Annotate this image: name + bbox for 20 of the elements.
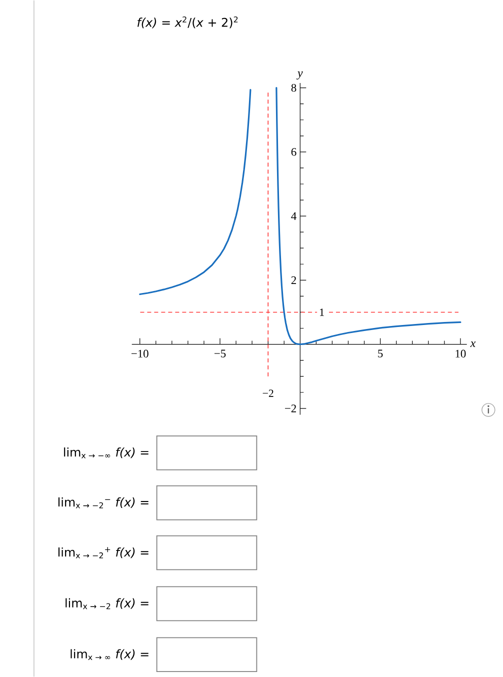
ref-line-label: −2 <box>262 390 274 397</box>
y-tick-label: 6 <box>291 148 296 156</box>
chart-title: f(x) = x$^{2}$/(x + 2)$^{2}$ <box>137 16 238 28</box>
x-axis-title: x <box>470 342 476 348</box>
y-tick-label: 4 <box>290 212 296 220</box>
line-series <box>138 88 252 296</box>
text: lim$_{x → −2}$ f(x) = <box>65 598 148 610</box>
ref-line-label: 1 <box>320 308 324 316</box>
x-tick-label: −5 <box>214 350 226 358</box>
x-tick-label: −10 <box>131 350 148 358</box>
text: lim$_{x → ∞}$ f(x) = <box>70 649 148 660</box>
text: lim$_{x → −2}$$^{−}$ f(x) = <box>58 497 148 508</box>
text: lim$_{x → −∞}$ f(x) = <box>64 447 148 458</box>
y-tick-label: 2 <box>291 276 296 284</box>
text: lim$_{x → −2}$$^{+}$ f(x) = <box>58 547 148 558</box>
y-axis-title: y <box>296 71 303 80</box>
x-tick-label: 10 <box>456 350 466 358</box>
y-tick-label: −2 <box>284 404 296 412</box>
x-tick-label: 5 <box>378 350 383 358</box>
y-tick-label: 8 <box>291 84 296 92</box>
